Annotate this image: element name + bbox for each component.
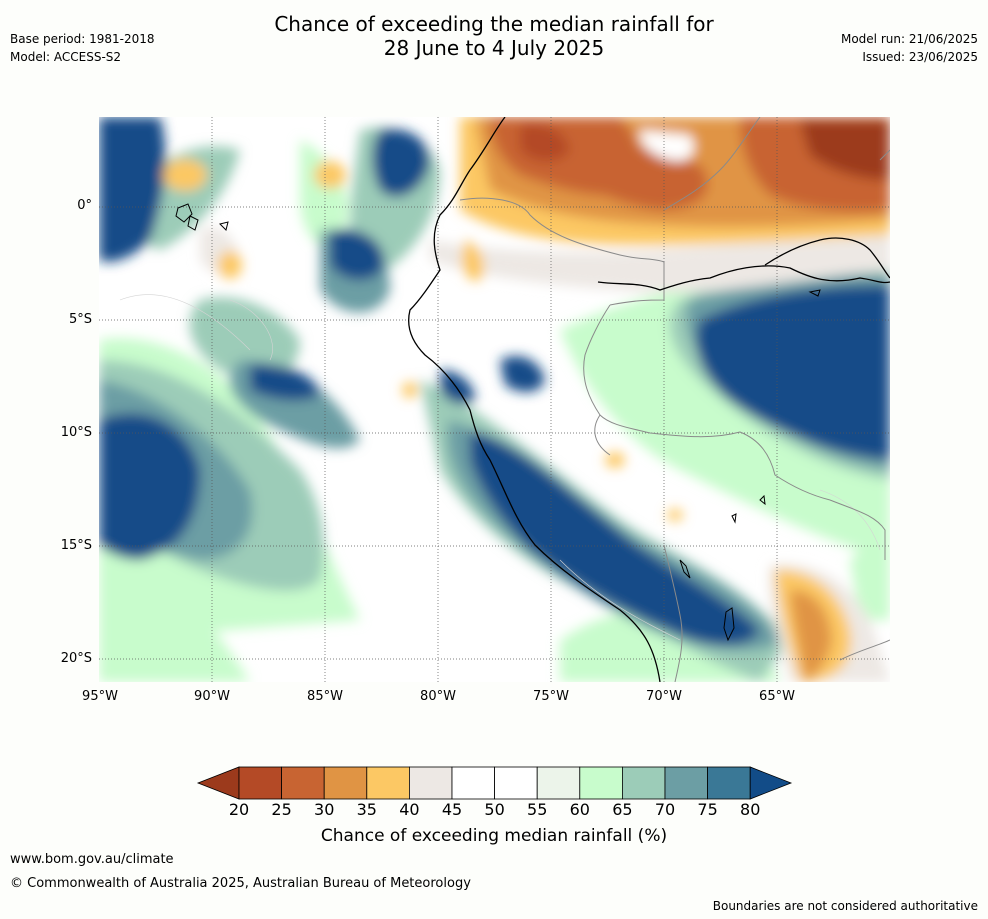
colorbar-extend-low [196,766,240,800]
colorbar-bin [408,766,453,800]
colorbar-tick-label: 40 [399,800,420,819]
probability-field [99,117,890,682]
colorbar-bin [451,766,495,800]
meta-right: Model run: 21/06/2025 Issued: 23/06/2025 [841,30,978,66]
footer-copyright: © Commonwealth of Australia 2025, Austra… [10,876,471,891]
lon-label-85w: 85°W [307,689,343,704]
colorbar-bin [238,766,282,800]
title-line-2: 28 June to 4 July 2025 [383,36,605,60]
colorbar-extend-high [749,766,793,800]
lon-label-65w: 65°W [759,689,795,704]
country-borders [459,117,890,682]
footer-url[interactable]: www.bom.gov.au/climate [10,852,174,867]
colorbar-tick-label: 20 [228,800,250,819]
colorbar-tick-label: 45 [441,800,463,819]
lat-label-20s: 20°S [60,651,92,666]
colorbar-bin [707,766,751,800]
lon-label-75w: 75°W [533,689,569,704]
colorbar-tick-label: 65 [612,800,633,819]
base-period: Base period: 1981-2018 [10,32,155,46]
colorbar-tick-label: 25 [271,800,292,819]
colorbar-bin [323,766,368,800]
lon-label-80w: 80°W [420,689,456,704]
map-field [99,117,890,682]
footer-disclaimer: Boundaries are not considered authoritat… [712,899,978,913]
colorbar-title: Chance of exceeding median rainfall (%) [320,826,668,846]
colorbar-tick-label: 70 [654,800,676,819]
colorbar-bin [366,766,410,800]
colorbar-tick-label: 80 [740,800,761,819]
issued-date: Issued: 23/06/2025 [862,50,978,64]
colorbar-tick-label: 75 [697,800,718,819]
lat-label-0: 0° [77,198,92,213]
colorbar-bin [664,766,708,800]
meta-left: Base period: 1981-2018 Model: ACCESS-S2 [10,30,155,66]
colorbar-tick-label: 60 [569,800,590,819]
colorbar-tick-label: 55 [527,800,548,819]
colorbar [196,766,793,800]
lat-label-15s: 15°S [60,538,92,553]
islands [175,203,821,642]
lon-label-95w: 95°W [82,689,118,704]
colorbar-bin [622,766,666,800]
colorbar-tick-label: 50 [484,800,505,819]
title-line-1: Chance of exceeding the median rainfall … [274,12,714,36]
colorbar-bin [281,766,325,800]
colorbar-bin [579,766,623,800]
contour-lines [119,294,881,641]
lon-label-90w: 90°W [194,689,230,704]
model-name: Model: ACCESS-S2 [10,50,122,64]
colorbar-tick-label: 30 [314,800,335,819]
colorbar-tick-label: 35 [356,800,377,819]
lat-label-10s: 10°S [60,425,92,440]
map-title: Chance of exceeding the median rainfall … [0,12,988,60]
lon-label-70w: 70°W [646,689,682,704]
graticule [99,117,890,682]
colorbar-bin [494,766,538,800]
colorbar-bin [536,766,581,800]
coastline [408,117,890,682]
model-run: Model run: 21/06/2025 [840,32,978,46]
lat-label-5s: 5°S [68,312,92,327]
